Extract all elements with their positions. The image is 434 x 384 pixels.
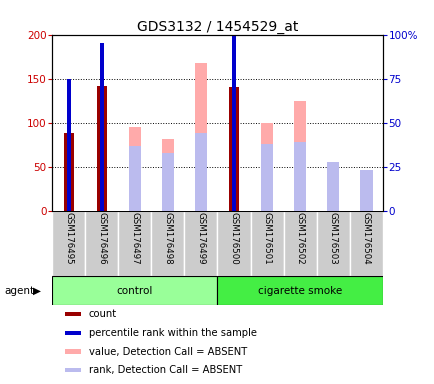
Text: percentile rank within the sample: percentile rank within the sample [89,328,256,338]
Bar [151,210,184,276]
Bar [231,36,236,210]
Text: GSM176500: GSM176500 [229,212,238,265]
Bar [359,170,372,210]
Bar [260,144,273,210]
Bar [65,368,81,372]
Text: GSM176502: GSM176502 [295,212,304,265]
Text: GSM176503: GSM176503 [328,212,337,265]
Bar [118,210,151,276]
Text: ▶: ▶ [33,286,40,296]
Bar [128,146,141,210]
Title: GDS3132 / 1454529_at: GDS3132 / 1454529_at [137,20,297,33]
Bar [52,210,85,276]
Text: GSM176504: GSM176504 [361,212,370,265]
Bar [64,133,73,210]
Text: GSM176501: GSM176501 [262,212,271,265]
Bar [161,153,174,210]
Text: control: control [116,286,153,296]
Bar [293,142,306,210]
Text: GSM176499: GSM176499 [196,212,205,265]
Bar [99,43,104,210]
Text: cigarette smoke: cigarette smoke [257,286,342,296]
Text: GSM176495: GSM176495 [64,212,73,265]
Text: value, Detection Call = ABSENT: value, Detection Call = ABSENT [89,346,246,356]
Text: GSM176496: GSM176496 [97,212,106,265]
Bar [66,79,71,210]
Bar [316,210,349,276]
Bar [250,210,283,276]
Text: GSM176497: GSM176497 [130,212,139,265]
Text: count: count [89,309,116,319]
Bar [217,210,250,276]
Bar [359,180,372,210]
Bar [161,139,174,210]
Bar [97,86,106,210]
Bar [349,210,382,276]
Bar [229,87,238,210]
Bar [85,210,118,276]
Bar [128,127,141,210]
Bar [184,210,217,276]
Bar [283,210,316,276]
Bar [194,63,207,210]
Bar [326,162,339,210]
Bar [217,276,382,305]
Text: agent: agent [4,286,34,296]
Bar [260,123,273,210]
Bar [65,312,81,316]
Bar [293,101,306,210]
Bar [65,349,81,354]
Bar [65,331,81,335]
Text: rank, Detection Call = ABSENT: rank, Detection Call = ABSENT [89,365,241,375]
Bar [194,133,207,210]
Bar [52,276,217,305]
Text: GSM176498: GSM176498 [163,212,172,265]
